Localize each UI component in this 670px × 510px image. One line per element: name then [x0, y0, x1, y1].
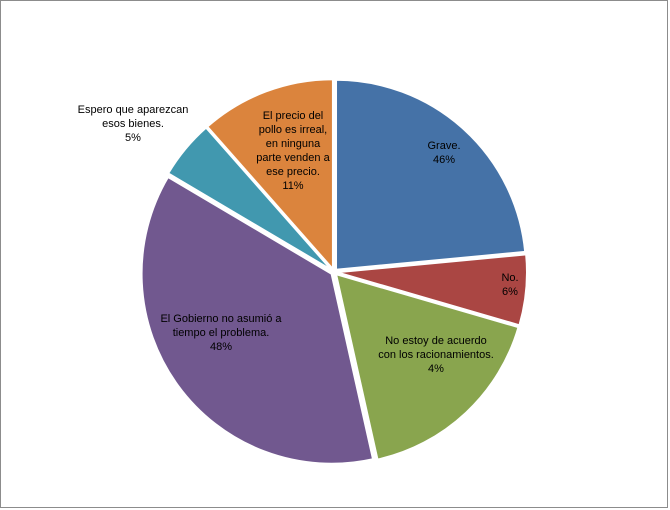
label-no-line: No. — [501, 272, 519, 284]
pie-slice-4 — [166, 126, 333, 271]
label-precio-pollo: El precio del pollo es irreal, en ningun… — [245, 109, 341, 193]
label-gobierno-pct: 48% — [209, 341, 233, 353]
pie-slice-5 — [205, 78, 334, 272]
label-grave-pct: 46% — [432, 154, 456, 166]
label-precio-line-1: El precio del — [262, 110, 324, 122]
label-grave-line: Grave. — [427, 140, 461, 152]
label-gobierno-line-2: tiempo el problema. — [172, 327, 270, 339]
pie-slice-2 — [334, 272, 520, 461]
label-gobierno-line-1: El Gobierno no asumió a — [160, 313, 282, 325]
label-precio-line-5: ese precio. — [266, 166, 320, 178]
pie-slice-0 — [335, 78, 527, 271]
pie-slice-1 — [336, 253, 528, 327]
pie-slice-3 — [140, 175, 375, 465]
label-racionamientos-pct: 4% — [428, 363, 444, 375]
label-racionamientos: No estoy de acuerdo con los racionamient… — [369, 334, 503, 376]
label-espero-line-1: Espero que aparezcan — [77, 104, 189, 116]
label-espero: Espero que aparezcan esos bienes. 5% — [69, 103, 197, 145]
label-espero-line-2: esos bienes. — [102, 118, 164, 130]
label-grave: Grave. 46% — [419, 139, 469, 167]
label-precio-line-4: parte venden a — [256, 152, 330, 164]
label-no-pct: 6% — [502, 286, 518, 298]
label-precio-line-3: en ninguna — [265, 138, 321, 150]
label-gobierno: El Gobierno no asumió a tiempo el proble… — [151, 312, 291, 354]
label-racionamientos-line-2: con los racionamientos. — [378, 349, 494, 361]
label-precio-pct: 11% — [282, 180, 304, 192]
label-no: No. 6% — [495, 271, 525, 299]
label-racionamientos-line-1: No estoy de acuerdo — [385, 335, 487, 347]
label-precio-line-2: pollo es irreal, — [258, 124, 328, 136]
label-espero-pct: 5% — [125, 132, 141, 144]
